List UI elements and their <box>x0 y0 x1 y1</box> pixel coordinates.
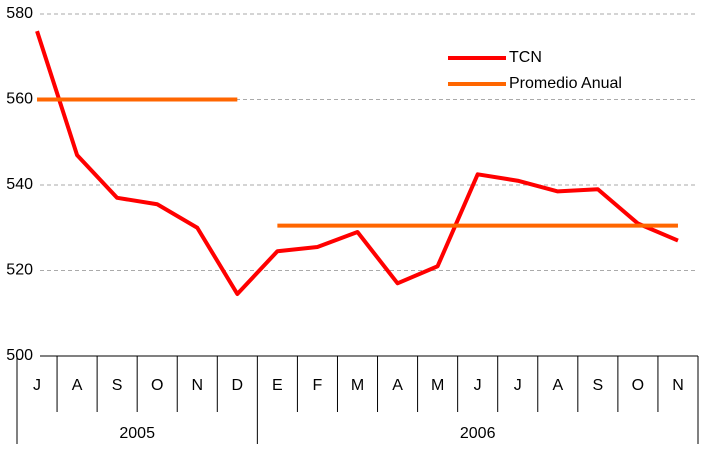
y-tick-label: 560 <box>6 91 33 108</box>
x-tick-label: D <box>232 377 244 394</box>
x-tick-label: N <box>191 377 203 394</box>
x-tick-label: M <box>351 377 364 394</box>
x-tick-label: O <box>151 377 163 394</box>
x-tick-label: J <box>474 377 482 394</box>
x-tick-label: E <box>272 377 283 394</box>
x-tick-label: M <box>431 377 444 394</box>
x-tick-label: F <box>313 377 323 394</box>
x-tick-label: S <box>593 377 604 394</box>
group-label: 2006 <box>460 425 496 442</box>
x-tick-label: J <box>514 377 522 394</box>
group-label: 2005 <box>119 425 155 442</box>
x-tick-label: A <box>72 377 83 394</box>
legend-label: Promedio Anual <box>509 75 622 92</box>
x-tick-label: J <box>33 377 41 394</box>
legend-label: TCN <box>509 49 542 66</box>
x-tick-label: S <box>112 377 123 394</box>
y-tick-label: 500 <box>6 347 33 364</box>
y-tick-label: 520 <box>6 262 33 279</box>
x-tick-label: A <box>392 377 403 394</box>
y-tick-label: 580 <box>6 5 33 22</box>
x-tick-label: A <box>552 377 563 394</box>
x-tick-label: O <box>632 377 644 394</box>
series-line <box>35 30 679 297</box>
y-tick-label: 540 <box>6 176 33 193</box>
x-tick-label: N <box>672 377 684 394</box>
